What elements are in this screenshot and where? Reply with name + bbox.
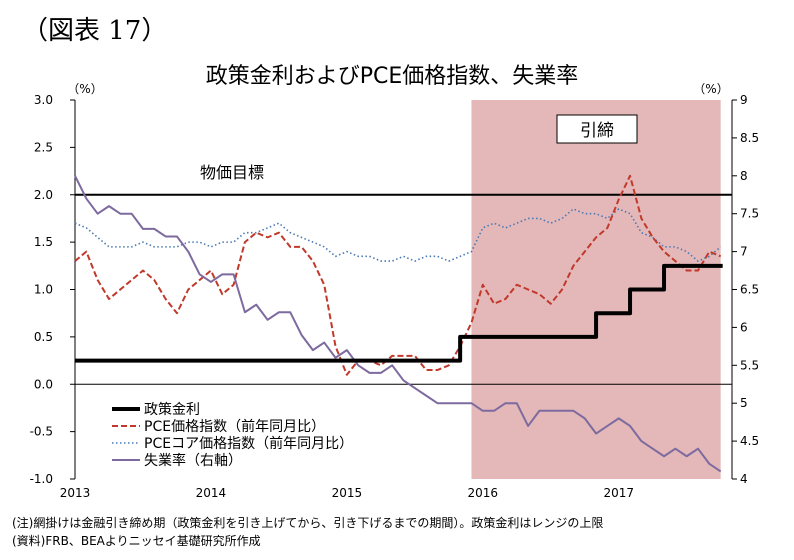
right-tick-label: 7 xyxy=(740,245,748,259)
source-text: (資料)FRB、BEAよりニッセイ基礎研究所作成 xyxy=(12,534,261,548)
chart-title: 政策金利およびPCE価格指数、失業率 xyxy=(206,64,579,89)
left-tick-label: 1.5 xyxy=(34,235,53,249)
right-tick-label: 8.5 xyxy=(740,131,759,145)
left-tick-label: -1.0 xyxy=(30,472,53,486)
left-tick-label: 0.0 xyxy=(34,377,53,391)
right-tick-label: 5 xyxy=(740,396,748,410)
x-tick-label: 2014 xyxy=(196,486,227,500)
tightening-label-box xyxy=(556,114,638,144)
legend-label: 政策金利 xyxy=(144,401,200,418)
right-tick-label: 5.5 xyxy=(740,358,759,372)
x-tick-label: 2015 xyxy=(332,486,363,500)
left-tick-label: 0.5 xyxy=(34,330,53,344)
right-tick-label: 4.5 xyxy=(740,434,759,448)
legend: 政策金利PCE価格指数（前年同月比）PCEコア価格指数（前年同月比）失業率（右軸… xyxy=(112,401,353,469)
x-tick-label: 2017 xyxy=(603,486,634,500)
left-tick-label: 2.5 xyxy=(34,140,53,154)
figure-label: （図表 17） xyxy=(22,16,168,46)
target-label: 物価目標 xyxy=(200,163,264,182)
x-tick-label: 2013 xyxy=(60,486,91,500)
x-tick-label: 2016 xyxy=(468,486,499,500)
left-tick-label: -0.5 xyxy=(30,425,53,439)
left-tick-label: 3.0 xyxy=(34,93,53,107)
left-tick-label: 1.0 xyxy=(34,283,53,297)
right-tick-label: 7.5 xyxy=(740,207,759,221)
series-line-0 xyxy=(75,263,723,363)
legend-label: PCE価格指数（前年同月比） xyxy=(144,418,325,435)
right-tick-label: 9 xyxy=(740,93,748,107)
left-tick-label: 2.0 xyxy=(34,188,53,202)
right-axis-unit: （%） xyxy=(693,82,728,96)
legend-label: PCEコア価格指数（前年同月比） xyxy=(144,435,353,452)
right-tick-label: 6.5 xyxy=(740,283,759,297)
legend-label: 失業率（右軸） xyxy=(144,452,242,469)
series-line-1 xyxy=(74,174,722,376)
tightening-shade xyxy=(471,100,721,479)
series-line-3 xyxy=(74,175,722,473)
right-tick-label: 8 xyxy=(740,169,748,183)
tightening-label: 引締 xyxy=(580,121,614,141)
chart: 引締 -1.0 -0.5 0.0 0.5 1.0 1.5 2.0 2.5 3.0 4 4.5 5 5.… xyxy=(30,64,760,500)
right-tick-label: 4 xyxy=(740,472,748,486)
note-text: (注)網掛けは金融引き締め期（政策金利を引き上げてから、引き下げるまでの期間）。… xyxy=(12,516,604,530)
left-axis-unit: （%） xyxy=(67,82,102,96)
right-tick-label: 6 xyxy=(740,320,748,334)
